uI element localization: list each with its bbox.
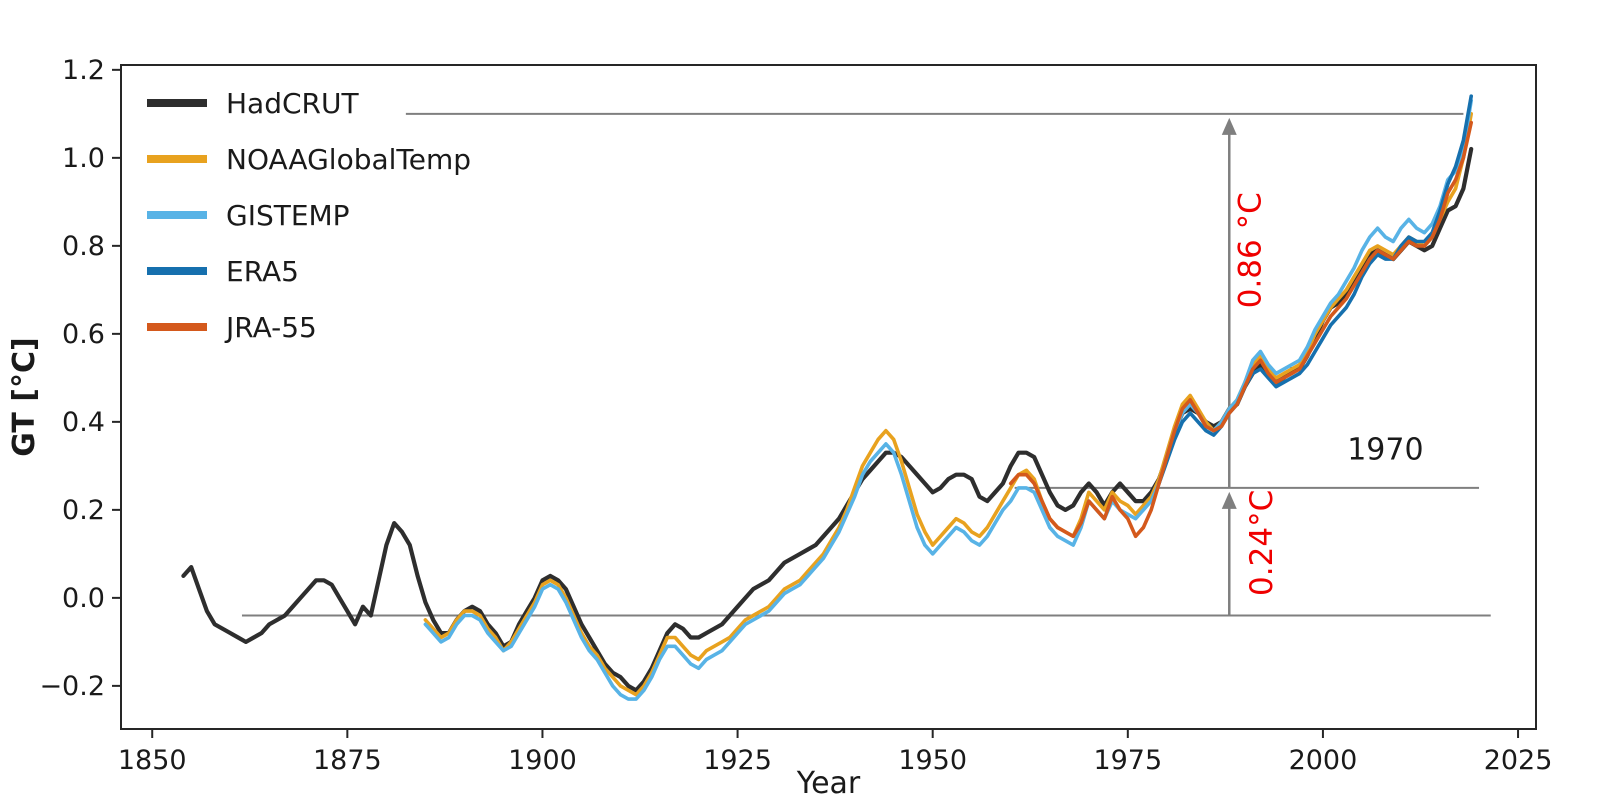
y-axis-tick-label: −0.2 [39, 671, 105, 702]
x-axis-tick-label: 1950 [898, 745, 967, 776]
series-line-noaaglobaltemp [423, 112, 1473, 697]
legend-label-era5: ERA5 [226, 255, 299, 288]
y-axis-tick-label: 1.0 [62, 143, 105, 174]
y-axis-title: GT [°C] [7, 337, 42, 456]
x-axis-tick-label: 2000 [1289, 745, 1358, 776]
annotation-label-0: 0.86 °C [1232, 192, 1268, 308]
arrow-head-1 [1221, 491, 1237, 509]
arrow-head-0 [1221, 117, 1237, 135]
series-line-jra-55 [1008, 120, 1473, 539]
legend-label-jra-55: JRA-55 [224, 311, 317, 344]
legend-label-gistemp: GISTEMP [226, 199, 350, 232]
x-axis-title: Year [796, 766, 861, 801]
series-line-hadcrut [181, 146, 1474, 693]
series-line-gistemp [423, 98, 1473, 701]
annotation-label-2: 1970 [1347, 432, 1423, 467]
y-axis-tick-label: 0.0 [62, 583, 105, 614]
plot-frame [120, 64, 1537, 730]
y-axis-tick-label: 0.4 [62, 407, 105, 438]
x-axis-tick-label: 1925 [703, 745, 772, 776]
y-axis-tick-label: 0.6 [62, 319, 105, 350]
annotation-label-1: 0.24°C [1244, 490, 1280, 596]
series-line-era5 [1157, 94, 1473, 486]
x-axis-tick-label: 1900 [508, 745, 577, 776]
y-axis-tick-label: 1.2 [62, 55, 105, 86]
x-axis-tick-label: 1975 [1093, 745, 1162, 776]
x-axis-tick-label: 1850 [118, 745, 187, 776]
y-axis-tick-label: 0.8 [62, 231, 105, 262]
y-axis-tick-label: 0.2 [62, 495, 105, 526]
legend-label-noaaglobaltemp: NOAAGlobalTemp [226, 143, 471, 176]
legend-label-hadcrut: HadCRUT [226, 87, 359, 120]
x-axis-tick-label: 2025 [1484, 745, 1553, 776]
x-axis-tick-label: 1875 [313, 745, 382, 776]
